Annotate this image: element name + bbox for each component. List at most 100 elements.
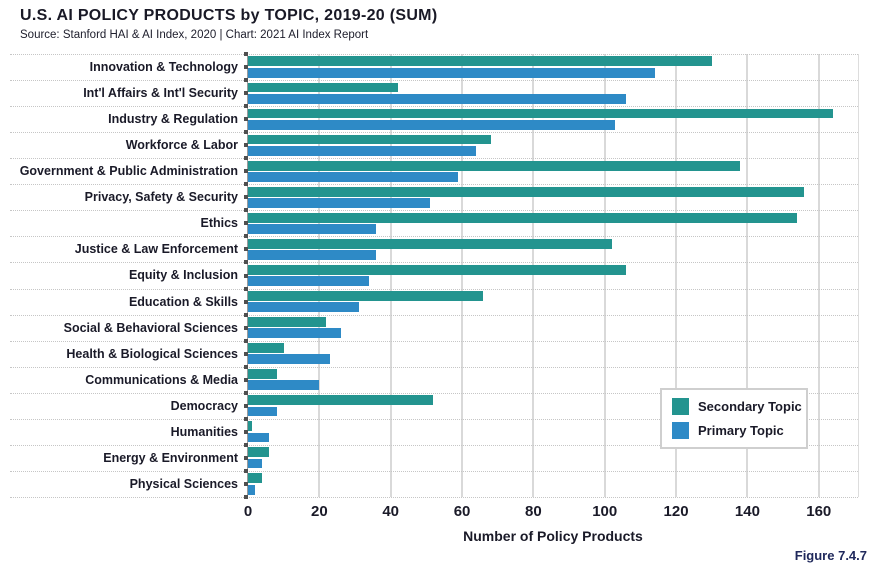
axis-tick	[244, 312, 248, 317]
axis-tick	[244, 286, 248, 291]
legend-label-primary: Primary Topic	[698, 423, 784, 438]
x-tick-label: 120	[663, 503, 689, 520]
bar-primary-topic	[248, 198, 430, 208]
axis-tick	[244, 65, 248, 70]
plot-right-edge	[858, 54, 859, 497]
row-divider	[10, 497, 858, 498]
bar-secondary-topic	[248, 56, 712, 67]
axis-tick	[244, 273, 248, 278]
bar-primary-topic	[248, 67, 655, 78]
x-tick-label: 0	[243, 503, 253, 520]
bar-secondary-topic	[248, 395, 434, 406]
bar-secondary-topic	[248, 160, 741, 171]
axis-tick	[244, 208, 248, 213]
bar-primary-topic	[248, 302, 359, 313]
axis-tick	[244, 247, 248, 252]
category-label: Justice & Law Enforcement	[74, 242, 238, 257]
axis-tick	[244, 416, 248, 421]
axis-tick	[244, 117, 248, 122]
category-label: Energy & Environment	[103, 450, 238, 465]
x-tick-label: 80	[525, 503, 542, 520]
axis-tick	[244, 299, 248, 304]
bar-primary-topic	[248, 224, 377, 234]
row-divider	[10, 132, 858, 134]
axis-tick	[244, 182, 248, 187]
bar-primary-topic	[248, 250, 377, 260]
gridline	[746, 54, 749, 497]
axis-tick	[244, 325, 248, 330]
bar-secondary-topic	[248, 447, 270, 458]
bar-secondary-topic	[248, 317, 327, 327]
gridline	[461, 54, 464, 497]
bar-secondary-topic	[248, 473, 263, 484]
bar-primary-topic	[248, 458, 263, 469]
category-label: Int'l Affairs & Int'l Security	[83, 86, 238, 101]
x-axis-title: Number of Policy Products	[463, 528, 643, 544]
chart-subtitle: Source: Stanford HAI & AI Index, 2020 | …	[20, 29, 369, 41]
category-label: Education & Skills	[128, 294, 238, 309]
category-label: Humanities	[170, 424, 238, 439]
legend-item-primary-topic: Primary Topic	[672, 422, 796, 439]
row-divider	[10, 236, 858, 238]
axis-tick	[244, 143, 248, 148]
axis-tick	[244, 377, 248, 382]
bar-primary-topic	[248, 328, 341, 339]
row-divider	[10, 262, 858, 264]
axis-tick	[244, 169, 248, 174]
row-divider	[10, 392, 858, 394]
legend-swatch-primary-icon	[672, 422, 689, 439]
axis-tick	[244, 260, 248, 265]
axis-tick	[244, 195, 248, 200]
x-tick-label: 20	[311, 503, 328, 520]
category-label: Workforce & Labor	[125, 138, 238, 153]
category-label: Privacy, Safety & Security	[84, 190, 238, 205]
gridline	[675, 54, 678, 497]
axis-tick	[244, 91, 248, 96]
axis-tick	[244, 429, 248, 434]
row-divider	[10, 340, 858, 342]
legend-swatch-secondary-icon	[672, 398, 689, 415]
bar-secondary-topic	[248, 82, 398, 93]
row-divider	[10, 444, 858, 446]
bar-secondary-topic	[248, 238, 612, 249]
bar-secondary-topic	[248, 421, 252, 432]
row-divider	[10, 80, 858, 82]
axis-tick	[244, 351, 248, 356]
axis-tick	[244, 495, 248, 499]
bar-primary-topic	[248, 406, 277, 417]
category-label: Ethics	[200, 216, 238, 231]
category-label: Innovation & Technology	[89, 60, 238, 74]
x-tick-label: 100	[592, 503, 618, 520]
axis-tick	[244, 52, 248, 56]
bar-secondary-topic	[248, 369, 277, 379]
gridline	[603, 54, 606, 497]
figure-number: Figure 7.4.7	[794, 548, 867, 563]
axis-tick	[244, 338, 248, 343]
gridline	[389, 54, 392, 497]
legend-item-secondary-topic: Secondary Topic	[672, 398, 802, 415]
category-label: Industry & Regulation	[108, 112, 238, 127]
category-label: Physical Sciences	[129, 476, 238, 491]
bar-secondary-topic	[248, 343, 284, 353]
axis-tick	[244, 481, 248, 486]
category-label: Democracy	[170, 398, 238, 413]
category-label: Social & Behavioral Sciences	[63, 320, 238, 335]
axis-tick	[244, 455, 248, 460]
x-tick-label: 60	[453, 503, 471, 520]
bar-secondary-topic	[248, 108, 834, 119]
axis-tick	[244, 156, 248, 161]
row-divider	[10, 210, 858, 212]
bar-secondary-topic	[248, 186, 805, 197]
legend: Secondary Topic Primary Topic	[660, 388, 808, 449]
category-label: Health & Biological Sciences	[66, 346, 238, 361]
axis-tick	[244, 442, 248, 447]
row-divider	[10, 106, 858, 108]
gridline	[817, 54, 820, 497]
x-tick-label: 40	[382, 503, 400, 520]
row-divider	[10, 54, 858, 55]
chart-title: U.S. AI POLICY PRODUCTS by TOPIC, 2019-2…	[20, 7, 438, 24]
category-label: Communications & Media	[85, 372, 238, 387]
bar-secondary-topic	[248, 264, 627, 275]
